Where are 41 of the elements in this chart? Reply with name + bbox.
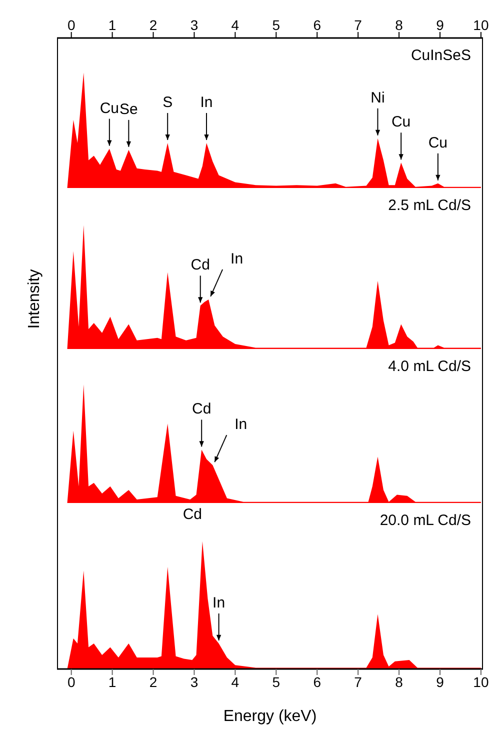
annotation: In bbox=[234, 416, 248, 434]
x2-tick-label: 1 bbox=[108, 17, 116, 33]
x2-tick-label: 0 bbox=[67, 17, 76, 33]
x-tick-label: 10 bbox=[473, 674, 489, 690]
annotation: Cu bbox=[100, 100, 120, 117]
x-tick-label: 8 bbox=[395, 674, 404, 690]
y-axis-title: Intensity bbox=[25, 268, 44, 330]
x2-tick-label: 4 bbox=[231, 17, 240, 33]
annotation: Cu bbox=[428, 134, 448, 152]
x2-tick-label: 5 bbox=[272, 17, 280, 33]
chart-title: 20.0 mL Cd/S bbox=[380, 512, 471, 529]
x2-tick-label: 2 bbox=[149, 17, 158, 33]
chart-title: CuInSeS bbox=[410, 47, 471, 64]
annotation: Cd bbox=[182, 506, 202, 523]
x-tick-label: 3 bbox=[190, 674, 198, 690]
annotation: In bbox=[200, 94, 213, 111]
annotation: Cd bbox=[190, 256, 210, 274]
chart-title: 4.0 mL Cd/S bbox=[388, 358, 471, 375]
annotation: Se bbox=[120, 100, 138, 118]
x-tick-label: 5 bbox=[272, 674, 280, 690]
annotation: In bbox=[212, 594, 226, 612]
x-tick-label: 9 bbox=[436, 674, 444, 690]
x-axis-title: Energy (keV) bbox=[223, 708, 317, 725]
x2-tick-label: 9 bbox=[436, 17, 444, 33]
x2-tick-label: 6 bbox=[313, 17, 322, 33]
annotation: In bbox=[230, 250, 244, 268]
x-tick-label: 4 bbox=[231, 674, 240, 690]
x2-tick-label: 8 bbox=[395, 17, 404, 33]
chart-title: 2.5 mL Cd/S bbox=[388, 197, 471, 214]
annotation: Cd bbox=[192, 400, 212, 418]
x-tick-label: 2 bbox=[149, 674, 158, 690]
x-tick-label: 6 bbox=[313, 674, 322, 690]
x2-tick-label: 3 bbox=[190, 17, 198, 33]
x-tick-label: 0 bbox=[67, 674, 76, 690]
x2-tick-label: 10 bbox=[473, 17, 489, 33]
annotation: Cu bbox=[391, 114, 411, 131]
x2-tick-label: 7 bbox=[354, 17, 362, 33]
annotation: S bbox=[162, 94, 173, 111]
x-tick-label: 1 bbox=[108, 674, 116, 690]
annotation: Ni bbox=[370, 89, 385, 106]
x-tick-label: 7 bbox=[354, 674, 362, 690]
